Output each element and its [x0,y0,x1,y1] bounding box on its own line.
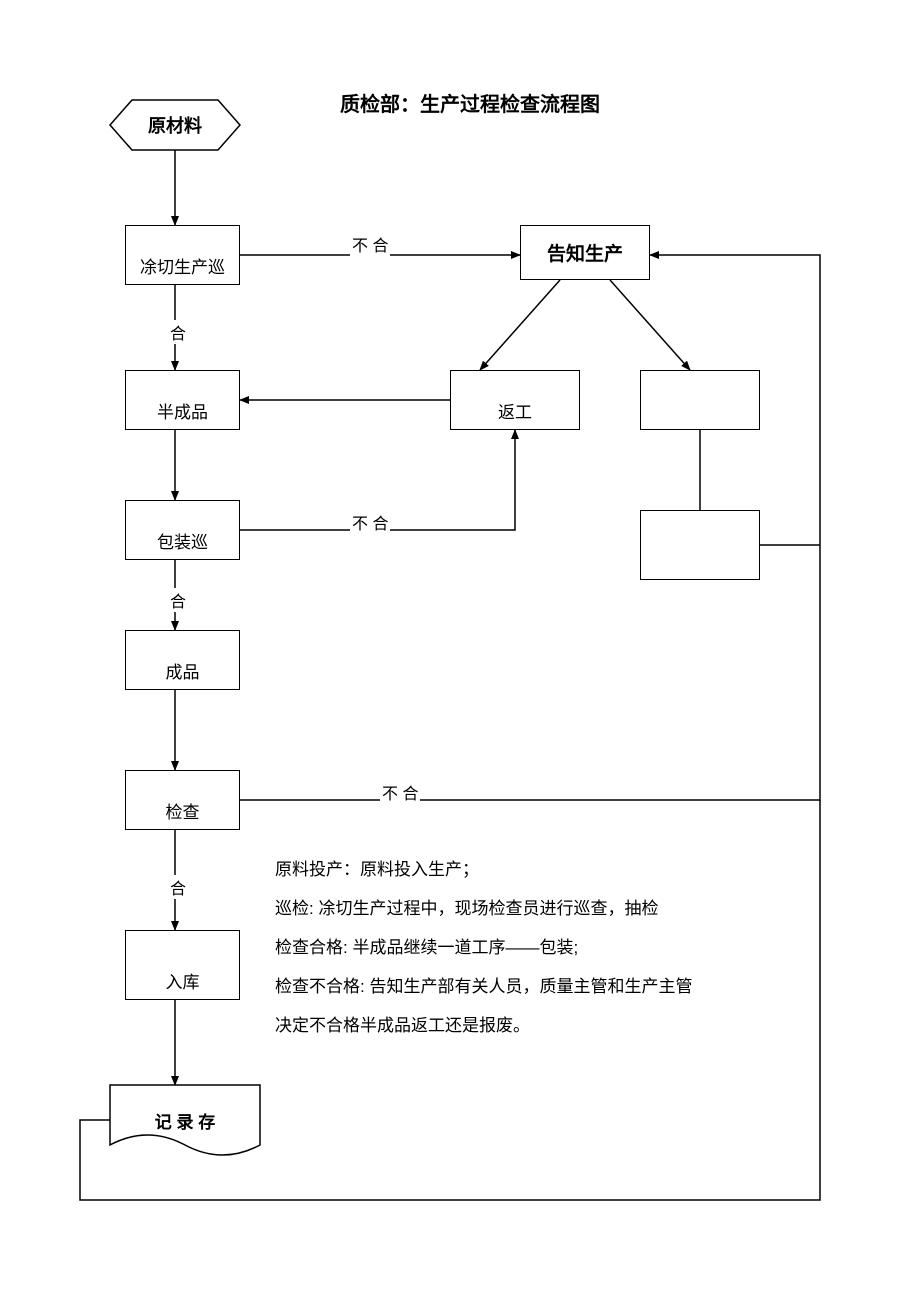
node-record-label: 记 录 存 [155,1108,215,1133]
node-tuqie-inspect: 凃切生产巡 [125,225,240,285]
node-blank-right2 [640,510,760,580]
notes-line: 巡检: 凃切生产过程中，现场检查员进行巡查，抽检 [275,889,705,928]
node-tuqie-inspect-label: 凃切生产巡 [140,253,225,278]
edge-label: 不 合 [380,780,420,804]
node-raw-material: 原材料 [110,100,240,150]
notes-block: 原料投产：原料投入生产；巡检: 凃切生产过程中，现场检查员进行巡查，抽检检查合格… [275,850,705,1045]
node-store-label: 入库 [166,968,200,993]
notes-line: 检查合格: 半成品继续一道工序——包装; [275,928,705,967]
node-notify-production-label: 告知生产 [547,239,623,266]
notes-line: 原料投产：原料投入生产； [275,850,705,889]
node-package-inspect: 包装巡 [125,500,240,560]
node-finished: 成品 [125,630,240,690]
node-inspect: 检查 [125,770,240,830]
node-rework-label: 返工 [498,398,532,423]
flowchart-canvas: 质检部：生产过程检查流程图 原材料 凃切生产巡 告知生产 半成品 返工 包装巡 … [0,0,920,1302]
node-semi-finished: 半成品 [125,370,240,430]
edge-label: 不 合 [350,510,390,534]
edge-label: 合 [168,320,188,344]
node-rework: 返工 [450,370,580,430]
node-raw-material-label: 原材料 [148,112,202,138]
node-finished-label: 成品 [166,658,200,683]
edge-label: 不 合 [350,232,390,256]
node-semi-finished-label: 半成品 [157,398,208,423]
node-package-inspect-label: 包装巡 [157,528,208,553]
node-blank-right [640,370,760,430]
node-record: 记 录 存 [110,1085,260,1155]
node-inspect-label: 检查 [166,798,200,823]
node-notify-production: 告知生产 [520,225,650,280]
edge-label: 合 [168,588,188,612]
notes-line: 检查不合格: 告知生产部有关人员，质量主管和生产主管决定不合格半成品返工还是报废… [275,967,705,1045]
node-store: 入库 [125,930,240,1000]
edge-label: 合 [168,875,188,899]
